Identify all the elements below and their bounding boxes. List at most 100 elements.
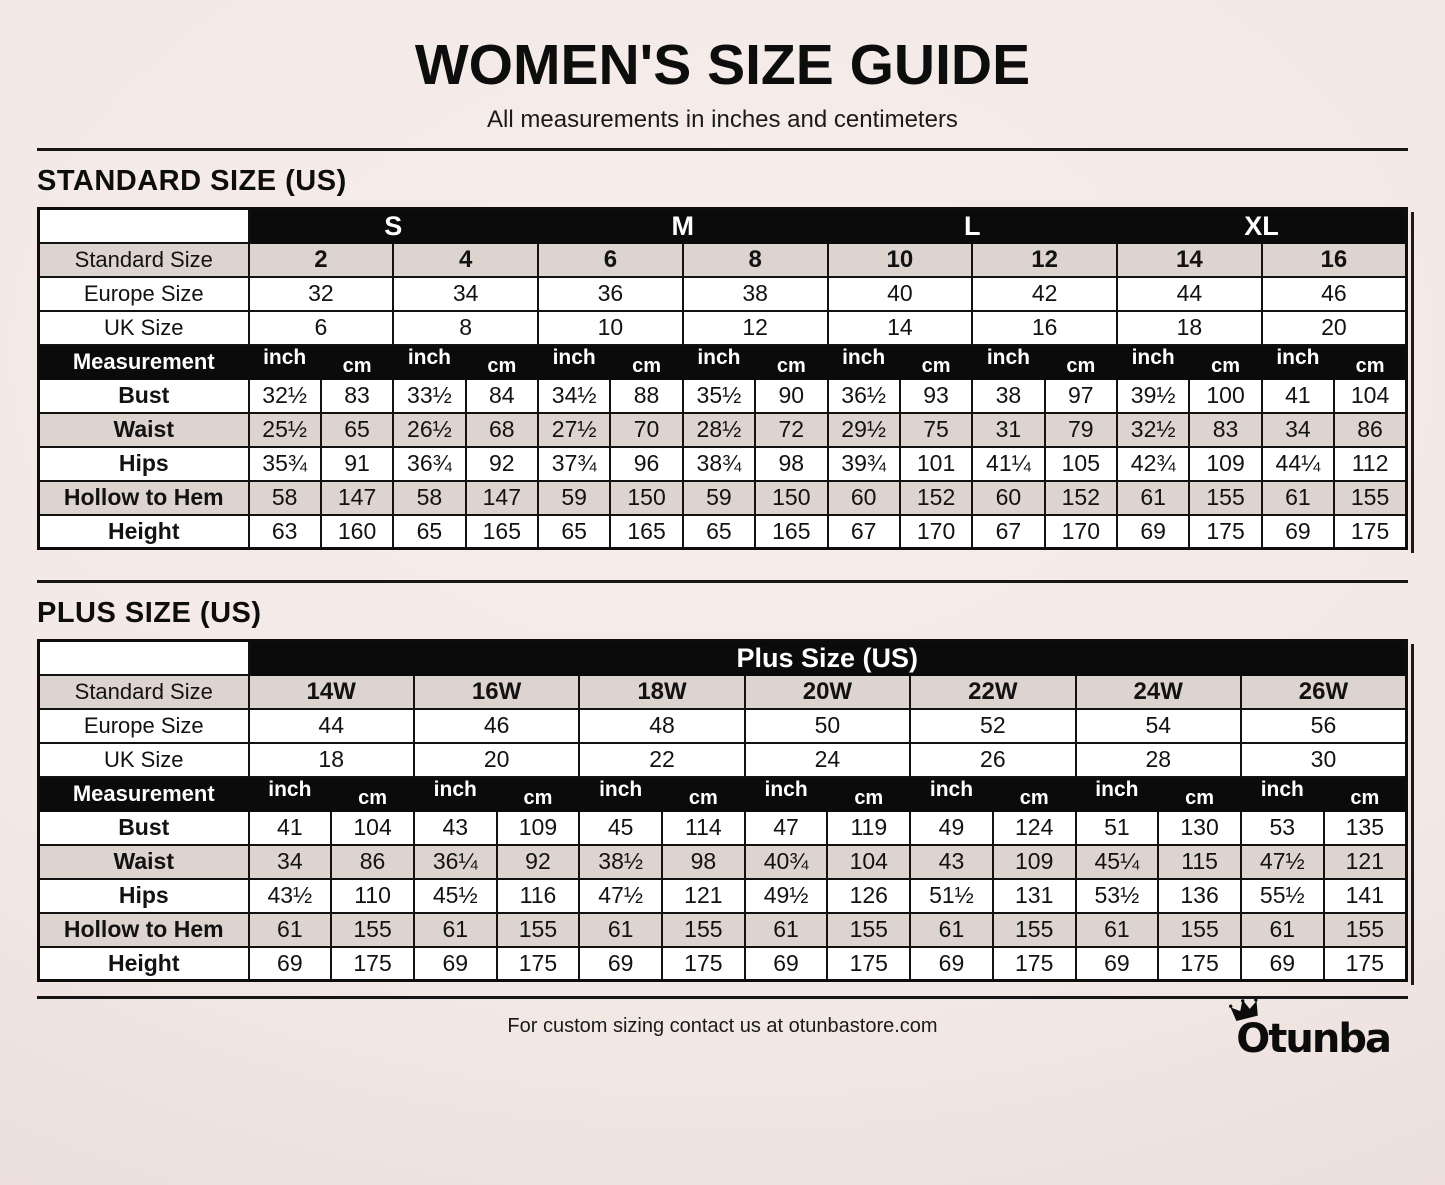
measurement-value-cell: 98 <box>754 445 829 482</box>
measurement-row-label: Hips <box>37 445 250 482</box>
section-heading-standard: STANDARD SIZE (US) <box>37 165 347 197</box>
measurement-value-cell: 147 <box>464 479 540 516</box>
standard-size-cell: 22W <box>909 673 1077 710</box>
measurement-value-cell: 55½ <box>1239 877 1325 914</box>
measurement-row-label: Height <box>37 513 250 550</box>
measurement-value-cell: 126 <box>826 877 912 914</box>
measurement-value-cell: 170 <box>898 513 974 550</box>
table-row: Waist 25½ 65 26½ 68 27½ 70 28½ 72 29½ 75 31 79 32½ 83 3… <box>37 411 1408 448</box>
measurement-value-cell: 65 <box>392 513 467 550</box>
measurement-value-cell: 165 <box>609 513 684 550</box>
measurement-value-cell: 27½ <box>536 411 612 448</box>
unit-cm-label: cm <box>1157 775 1242 812</box>
unit-cm-text: cm <box>1066 355 1096 377</box>
europe-size-cell: 46 <box>1260 275 1408 312</box>
measurement-value-cell: 43 <box>909 843 994 880</box>
measurement-value-cell: 69 <box>909 945 994 982</box>
table-row: UK Size 18 20 22 24 26 28 30 <box>37 741 1408 778</box>
measurement-value-cell: 43 <box>412 809 498 846</box>
measurement-value-cell: 84 <box>464 377 540 414</box>
unit-inch-text: inch <box>1095 778 1139 802</box>
uk-size-cell: 26 <box>909 741 1077 778</box>
measurement-value-cell: 104 <box>1333 377 1408 414</box>
measurement-row-label: Hollow to Hem <box>37 479 250 516</box>
measurement-value-cell: 53 <box>1239 809 1325 846</box>
measurement-value-cell: 69 <box>1115 513 1191 550</box>
europe-size-cell: 50 <box>743 707 912 744</box>
measurement-value-cell: 155 <box>495 911 581 948</box>
measurement-value-cell: 61 <box>578 911 664 948</box>
uk-size-cell: 18 <box>1116 309 1263 346</box>
unit-inch-text: inch <box>552 346 596 370</box>
measurement-row-label: Bust <box>37 809 250 846</box>
measurement-value-cell: 175 <box>826 945 912 982</box>
measurement-value-cell: 104 <box>826 843 912 880</box>
table-corner-cell <box>37 639 250 676</box>
standard-size-cell: 12 <box>971 241 1118 278</box>
table-row: Hollow to Hem 58 147 58 147 59 150 59 150 60 152 60… <box>37 479 1408 516</box>
measurement-value-cell: 155 <box>826 911 912 948</box>
measurement-value-cell: 116 <box>495 877 581 914</box>
measurement-value-cell: 112 <box>1333 445 1408 482</box>
measurement-value-cell: 41 <box>1260 377 1336 414</box>
measurement-value-cell: 175 <box>661 945 746 982</box>
unit-inch-text: inch <box>697 346 741 370</box>
table-corner-cell <box>37 207 250 244</box>
unit-inch-label: inch <box>1074 775 1160 812</box>
measurement-value-cell: 109 <box>1188 445 1263 482</box>
crown-icon <box>1229 998 1259 1021</box>
europe-size-cell: 52 <box>909 707 1077 744</box>
table-row: Plus Size (US) <box>37 639 1408 676</box>
measurement-value-cell: 155 <box>1157 911 1242 948</box>
europe-size-cell: 32 <box>247 275 395 312</box>
measurement-value-cell: 69 <box>1260 513 1336 550</box>
row-label-europe-size: Europe Size <box>37 275 250 312</box>
standard-size-cell: 24W <box>1074 673 1242 710</box>
table-row: Standard Size 14W 16W 18W 20W 22W 24W 26W <box>37 673 1408 710</box>
measurement-value-cell: 114 <box>661 809 746 846</box>
measurement-value-cell: 175 <box>1157 945 1242 982</box>
unit-inch-text: inch <box>1276 346 1320 370</box>
measurement-value-cell: 150 <box>609 479 684 516</box>
brand-name: Otunba <box>1236 1016 1392 1062</box>
unit-inch-label: inch <box>1239 775 1325 812</box>
unit-cm-label: cm <box>898 343 974 380</box>
measurement-value-cell: 165 <box>464 513 540 550</box>
section-heading-plus: PLUS SIZE (US) <box>37 597 262 629</box>
measurement-value-cell: 58 <box>247 479 322 516</box>
measurement-value-cell: 61 <box>743 911 829 948</box>
unit-cm-text: cm <box>921 355 951 377</box>
table-row: Height 63 160 65 165 65 165 65 165 67 170 67 170 69 17… <box>37 513 1408 550</box>
row-label-uk-size: UK Size <box>37 741 250 778</box>
europe-size-cell: 42 <box>971 275 1118 312</box>
measurement-value-cell: 86 <box>1333 411 1408 448</box>
measurement-value-cell: 33½ <box>392 377 467 414</box>
table-row: Hips 35¾ 91 36¾ 92 37¾ 96 38¾ 98 39¾ 101 41¼ 105 42¾ 1… <box>37 445 1408 482</box>
measurement-value-cell: 29½ <box>826 411 901 448</box>
page-subtitle: All measurements in inches and centimete… <box>487 106 958 133</box>
table-row: Hollow to Hem 61 155 61 155 61 155 61 155 61 155 61… <box>37 911 1408 948</box>
measurement-value-cell: 69 <box>1239 945 1325 982</box>
europe-size-cell: 36 <box>537 275 684 312</box>
measurement-value-cell: 175 <box>1322 945 1408 982</box>
unit-cm-label: cm <box>319 343 395 380</box>
unit-cm-text: cm <box>523 787 553 809</box>
measurement-value-cell: 175 <box>495 945 581 982</box>
unit-inch-label: inch <box>681 343 757 380</box>
measurement-value-cell: 39½ <box>1115 377 1191 414</box>
brand-logo: Otunba <box>1229 998 1392 1062</box>
measurement-value-cell: 45½ <box>412 877 498 914</box>
measurement-value-cell: 70 <box>609 411 684 448</box>
measurement-value-cell: 155 <box>661 911 746 948</box>
measurement-value-cell: 69 <box>743 945 829 982</box>
measurement-value-cell: 96 <box>609 445 684 482</box>
measurement-row-label: Waist <box>37 843 250 880</box>
europe-size-cell: 44 <box>1116 275 1263 312</box>
uk-size-cell: 8 <box>392 309 539 346</box>
measurement-value-cell: 147 <box>319 479 395 516</box>
unit-inch-label: inch <box>536 343 612 380</box>
uk-size-cell: 28 <box>1074 741 1242 778</box>
unit-cm-text: cm <box>358 787 387 809</box>
measurement-value-cell: 131 <box>991 877 1077 914</box>
unit-inch-text: inch <box>986 346 1031 370</box>
